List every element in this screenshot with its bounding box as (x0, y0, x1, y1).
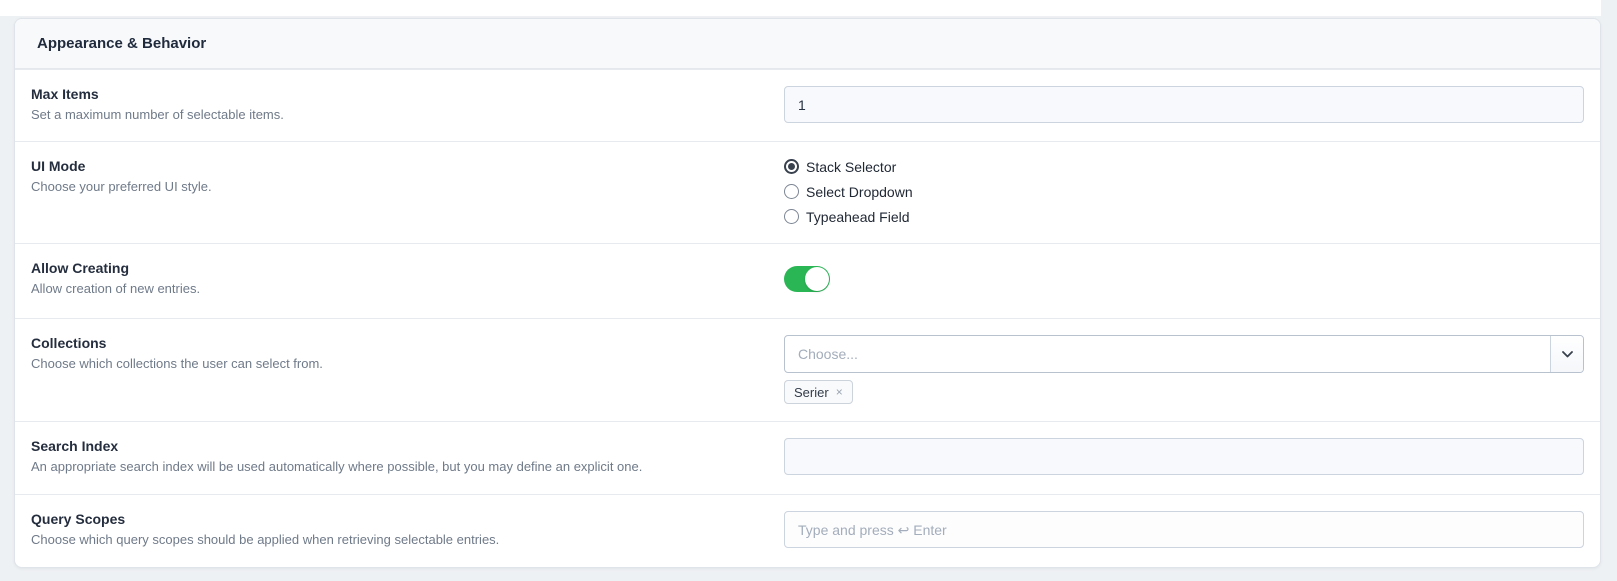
ui-mode-radio-group: Stack Selector Select Dropdown Typeahead… (784, 155, 1584, 226)
toggle-knob (805, 267, 829, 291)
radio-unselected-icon[interactable] (784, 209, 799, 224)
ui-mode-instructions: Choose your preferred UI style. (31, 179, 212, 194)
radio-option-select-dropdown[interactable]: Select Dropdown (784, 182, 1584, 201)
collections-instructions: Choose which collections the user can se… (31, 356, 323, 371)
radio-option-label: Select Dropdown (806, 183, 913, 200)
field-row-query-scopes: Query Scopes Choose which query scopes s… (15, 494, 1600, 567)
collection-tag-label: Serier (794, 384, 829, 400)
field-row-search-index: Search Index An appropriate search index… (15, 421, 1600, 494)
appearance-behavior-section: Appearance & Behavior Max Items Set a ma… (14, 18, 1601, 568)
allow-creating-toggle[interactable] (784, 266, 830, 292)
search-index-label: Search Index (31, 438, 119, 454)
radio-selected-icon[interactable] (784, 159, 799, 174)
collections-selected-tags: Serier × (784, 380, 1584, 404)
collections-label: Collections (31, 335, 107, 351)
field-row-ui-mode: UI Mode Choose your preferred UI style. … (15, 141, 1600, 243)
query-scopes-input[interactable] (784, 511, 1584, 548)
collections-select[interactable]: Choose... (784, 335, 1584, 373)
radio-option-label: Typeahead Field (806, 208, 910, 225)
field-row-max-items: Max Items Set a maximum number of select… (15, 69, 1600, 141)
allow-creating-instructions: Allow creation of new entries. (31, 281, 201, 296)
section-title: Appearance & Behavior (37, 35, 207, 52)
ui-mode-label: UI Mode (31, 158, 86, 174)
max-items-input[interactable] (784, 86, 1584, 123)
page-background-strip (0, 0, 1601, 16)
search-index-input[interactable] (784, 438, 1584, 475)
allow-creating-label: Allow Creating (31, 260, 130, 276)
max-items-label: Max Items (31, 86, 99, 102)
section-header: Appearance & Behavior (15, 19, 1600, 69)
field-row-collections: Collections Choose which collections the… (15, 318, 1600, 421)
query-scopes-instructions: Choose which query scopes should be appl… (31, 532, 500, 547)
query-scopes-label: Query Scopes (31, 511, 126, 527)
radio-option-typeahead-field[interactable]: Typeahead Field (784, 207, 1584, 226)
remove-tag-icon[interactable]: × (835, 385, 843, 399)
radio-unselected-icon[interactable] (784, 184, 799, 199)
search-index-instructions: An appropriate search index will be used… (31, 459, 643, 474)
collection-tag-serier: Serier × (784, 380, 853, 404)
max-items-instructions: Set a maximum number of selectable items… (31, 107, 284, 122)
chevron-down-icon (1550, 336, 1583, 372)
radio-option-label: Stack Selector (806, 158, 897, 175)
radio-option-stack-selector[interactable]: Stack Selector (784, 157, 1584, 176)
field-row-allow-creating: Allow Creating Allow creation of new ent… (15, 243, 1600, 318)
collections-select-placeholder: Choose... (798, 346, 858, 362)
